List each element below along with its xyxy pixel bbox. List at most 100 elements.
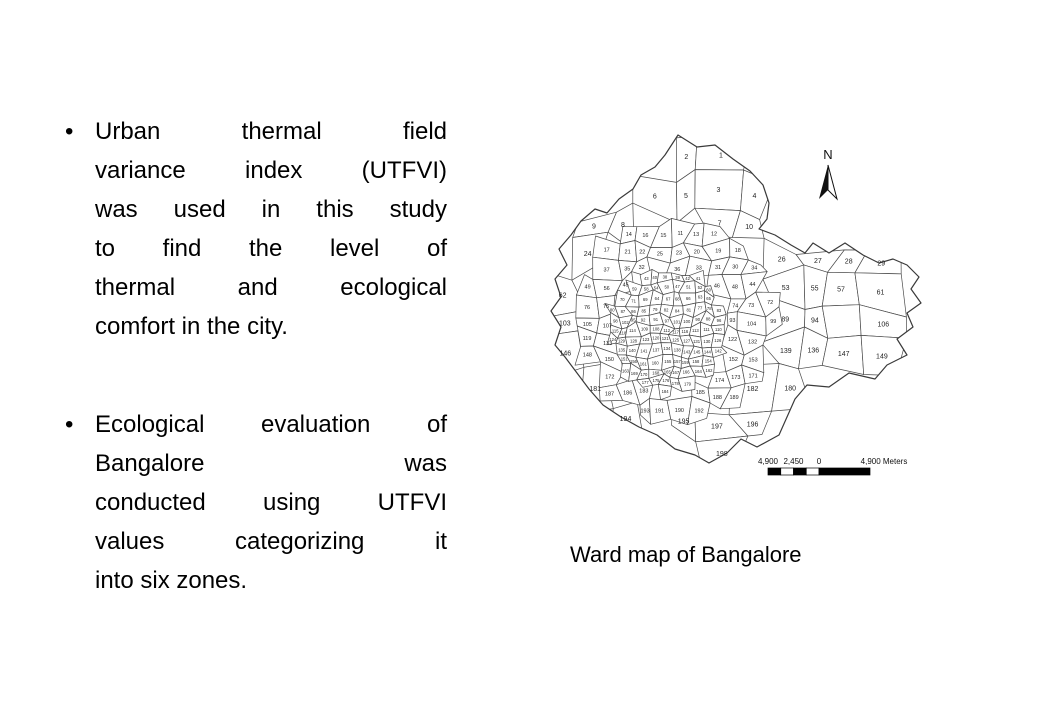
ward-number: 56 <box>604 286 610 292</box>
ward-number: 17 <box>604 247 610 253</box>
bullet-line: thermal and ecological <box>95 274 447 301</box>
ward-number: 41 <box>696 276 701 281</box>
ward-number: 65 <box>706 296 711 301</box>
ward-number: 121 <box>662 336 670 341</box>
ward-number: 81 <box>686 308 691 313</box>
ward-number: 77 <box>698 306 703 311</box>
ward-number: 185 <box>696 390 705 396</box>
ward-number: 18 <box>735 248 741 254</box>
ward-number: 189 <box>730 395 739 401</box>
ward-number: 154 <box>705 358 713 363</box>
ward-number: 54 <box>654 286 659 291</box>
ward-number: 163 <box>622 369 630 374</box>
ward-number: 174 <box>715 378 724 384</box>
ward-number: 51 <box>686 285 691 290</box>
ward-number: 82 <box>664 308 669 313</box>
ward-number: 127 <box>683 338 691 343</box>
ward-number: 105 <box>583 322 592 328</box>
ward-number: 67 <box>666 297 671 302</box>
ward-number: 161 <box>640 361 648 366</box>
ward-number: 16 <box>642 233 648 239</box>
ward-number: 55 <box>811 286 819 293</box>
ward-number: 95 <box>631 318 636 323</box>
ward-number: 38 <box>663 274 668 279</box>
ward-number: 156 <box>630 359 638 364</box>
map-caption: Ward map of Bangalore <box>570 542 802 567</box>
ward-number: 9 <box>592 223 596 230</box>
ward-number: 93 <box>729 318 735 324</box>
ward-number: 122 <box>728 337 737 343</box>
ward-number: 57 <box>837 286 845 293</box>
ward-number: 2 <box>684 154 688 161</box>
ward-number: 171 <box>749 374 758 380</box>
ward-number: 158 <box>692 359 700 364</box>
ward-number: 134 <box>663 346 671 351</box>
ward-number: 112 <box>663 328 670 333</box>
ward-number: 147 <box>838 351 850 358</box>
ward-number: 87 <box>621 309 626 314</box>
ward-number: 75 <box>603 304 609 310</box>
ward-number: 183 <box>639 389 648 395</box>
ward-number: 107 <box>603 323 612 329</box>
ward-number: 74 <box>732 304 738 310</box>
ward-number: 88 <box>706 317 711 322</box>
ward-number: 131 <box>693 339 701 344</box>
ward-number: 169 <box>631 371 639 376</box>
ward-number: 61 <box>877 290 885 297</box>
ward-number: 40 <box>652 275 657 280</box>
ward-number: 60 <box>706 288 711 293</box>
ward-number: 148 <box>583 353 592 359</box>
ward-number: 153 <box>749 357 758 363</box>
ward-number: 139 <box>780 348 792 355</box>
bullet-line: Bangalore was <box>95 450 447 477</box>
ward-number: 21 <box>625 250 631 256</box>
ward-number: 129 <box>618 339 626 344</box>
ward-number: 102 <box>622 320 630 325</box>
ward-number: 165 <box>664 369 672 374</box>
ward-number: 26 <box>778 257 786 264</box>
ward-number: 33 <box>696 265 702 271</box>
ward-number: 124 <box>609 337 617 342</box>
bullet-item: • Ecological evaluation of Bangalore was co… <box>63 405 447 600</box>
ward-number: 1 <box>719 153 723 160</box>
ward-number: 84 <box>675 308 680 313</box>
ward-number: 151 <box>621 357 629 362</box>
ward-number: 111 <box>703 327 710 332</box>
ward-number: 197 <box>711 424 723 431</box>
bullet-line: Urban thermal field <box>95 118 447 145</box>
ward-number: 6 <box>653 193 657 200</box>
ward-number: 155 <box>664 359 672 364</box>
ward-number: 34 <box>751 266 757 272</box>
ward-number: 130 <box>703 339 711 344</box>
ward-number: 101 <box>673 320 681 325</box>
ward-number: 166 <box>683 370 691 375</box>
ward-number: 119 <box>583 336 592 342</box>
ward-number: 187 <box>605 391 614 397</box>
ward-number: 91 <box>653 317 658 322</box>
ward-number: 133 <box>603 341 612 347</box>
bullet-line: conducted using UTFVI <box>95 489 447 516</box>
ward-number: 109 <box>641 327 649 332</box>
ward-number: 196 <box>747 422 759 429</box>
ward-number: 191 <box>655 409 664 415</box>
ward-number: 73 <box>748 303 754 309</box>
ward-number: 49 <box>585 285 591 291</box>
bullet-line: variance index (UTFVI) <box>95 157 447 184</box>
ward-number: 97 <box>665 318 670 323</box>
ward-number: 144 <box>704 350 712 355</box>
ward-number: 135 <box>618 347 626 352</box>
ward-number: 52 <box>698 285 703 290</box>
ward-number: 136 <box>807 347 819 354</box>
ward-number: 178 <box>672 381 680 386</box>
ward-number: 35 <box>624 267 630 273</box>
ward-number: 162 <box>706 368 714 373</box>
ward-map-figure: 1 2 3 4 5 6 7 8 9 10 11 12 13 14 15 16 17 18 19 20 21 22 23 24 2… <box>545 115 965 568</box>
ward-number: 118 <box>620 330 627 335</box>
ward-number: 20 <box>694 250 700 256</box>
ward-number: 157 <box>674 359 682 364</box>
ward-number: 167 <box>672 370 680 375</box>
ward-number: 59 <box>632 287 637 292</box>
ward-number: 85 <box>641 309 646 314</box>
